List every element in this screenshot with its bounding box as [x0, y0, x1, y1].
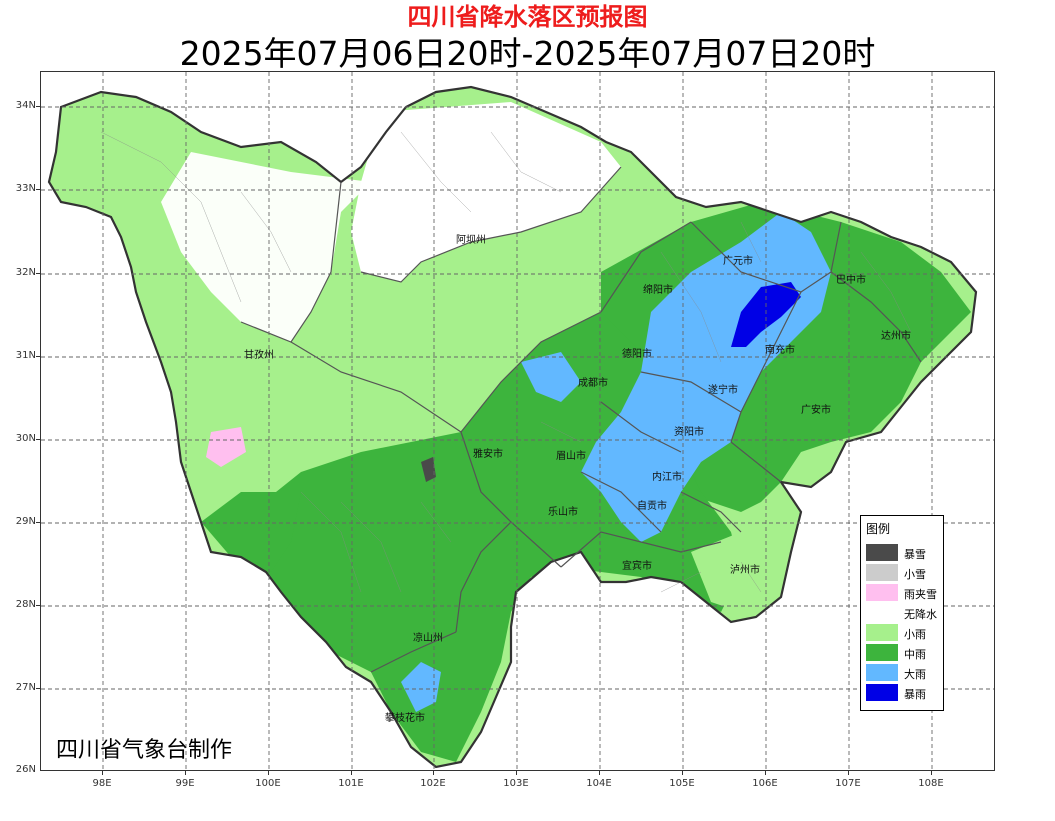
legend-label: 暴雨 [904, 688, 926, 701]
city-label-luzhou: 泸州市 [730, 565, 760, 576]
legend-item: 中雨 [866, 644, 942, 662]
lon-tick-label: 100E [255, 778, 281, 789]
map-legend: 图例 暴雪 小雪 雨夹雪 无降水 小雨 中雨 大雨 暴雨 [860, 515, 944, 711]
legend-label: 大雨 [904, 668, 926, 681]
precipitation-map [41, 72, 994, 770]
lon-tick-mark [682, 771, 683, 775]
city-label-liangshan: 凉山州 [413, 633, 443, 644]
lat-tick-mark [36, 356, 40, 357]
lon-tick-mark [185, 771, 186, 775]
lat-tick-mark [36, 273, 40, 274]
lon-tick-label: 101E [338, 778, 364, 789]
city-label-neijiang: 内江市 [652, 472, 682, 483]
legend-label: 中雨 [904, 648, 926, 661]
city-label-ganzi: 甘孜州 [244, 350, 274, 361]
issuer-credit: 四川省气象台制作 [56, 738, 233, 763]
lat-tick-mark [36, 439, 40, 440]
city-label-guangyuan: 广元市 [723, 256, 753, 267]
lat-tick-label: 26N [15, 764, 36, 775]
city-label-zigong: 自贡市 [637, 501, 667, 512]
legend-label: 雨夹雪 [904, 588, 937, 601]
lat-tick-label: 34N [15, 100, 36, 111]
city-label-yaan: 雅安市 [473, 449, 503, 460]
legend-item: 暴雪 [866, 544, 942, 562]
lon-tick-mark [848, 771, 849, 775]
lat-tick-label: 27N [15, 682, 36, 693]
city-label-dazhou: 达州市 [881, 331, 911, 342]
legend-item: 暴雨 [866, 684, 942, 702]
city-label-deyang: 德阳市 [622, 349, 652, 360]
legend-item: 雨夹雪 [866, 584, 942, 602]
lon-tick-mark [931, 771, 932, 775]
legend-item: 小雪 [866, 564, 942, 582]
lon-tick-label: 108E [918, 778, 944, 789]
lon-tick-label: 105E [669, 778, 695, 789]
lon-tick-label: 98E [92, 778, 112, 789]
city-label-suining: 遂宁市 [708, 385, 738, 396]
lon-tick-label: 106E [752, 778, 778, 789]
lat-tick-mark [36, 522, 40, 523]
city-label-panzhihua: 攀枝花市 [385, 713, 425, 724]
city-label-guangan: 广安市 [801, 405, 831, 416]
lon-tick-mark [516, 771, 517, 775]
city-label-yibin: 宜宾市 [622, 561, 652, 572]
lon-tick-label: 99E [175, 778, 195, 789]
city-label-mianyang: 绵阳市 [643, 285, 673, 296]
map-title: 四川省降水落区预报图 [407, 3, 648, 31]
legend-label: 无降水 [904, 608, 937, 621]
lon-tick-mark [268, 771, 269, 775]
legend-swatch [866, 664, 898, 681]
lon-tick-mark [102, 771, 103, 775]
legend-label: 小雨 [904, 628, 926, 641]
lon-tick-mark [433, 771, 434, 775]
legend-title: 图例 [866, 522, 891, 536]
lat-tick-mark [36, 189, 40, 190]
legend-swatch [866, 604, 898, 621]
city-label-nanchong: 南充市 [765, 345, 795, 356]
lon-tick-mark [765, 771, 766, 775]
lat-tick-label: 31N [15, 350, 36, 361]
legend-item: 小雨 [866, 624, 942, 642]
lon-tick-label: 107E [835, 778, 861, 789]
map-frame [40, 71, 995, 771]
lat-tick-mark [36, 605, 40, 606]
city-label-chengdu: 成都市 [578, 378, 608, 389]
legend-swatch [866, 564, 898, 581]
city-label-leshan: 乐山市 [548, 507, 578, 518]
lon-tick-label: 103E [503, 778, 529, 789]
lon-tick-mark [599, 771, 600, 775]
lat-tick-mark [36, 688, 40, 689]
lon-tick-label: 104E [586, 778, 612, 789]
legend-item: 大雨 [866, 664, 942, 682]
lat-tick-label: 32N [15, 267, 36, 278]
legend-swatch [866, 624, 898, 641]
city-label-meishan: 眉山市 [556, 451, 586, 462]
legend-label: 暴雪 [904, 548, 926, 561]
lat-tick-label: 33N [15, 183, 36, 194]
legend-swatch [866, 644, 898, 661]
legend-swatch [866, 544, 898, 561]
legend-item: 无降水 [866, 604, 942, 622]
lat-tick-label: 28N [15, 599, 36, 610]
lon-tick-mark [351, 771, 352, 775]
lat-tick-label: 29N [15, 516, 36, 527]
legend-swatch [866, 684, 898, 701]
lon-tick-label: 102E [420, 778, 446, 789]
city-label-ziyang: 资阳市 [674, 427, 704, 438]
legend-label: 小雪 [904, 568, 926, 581]
lat-tick-mark [36, 106, 40, 107]
city-label-aba: 阿坝州 [456, 235, 486, 246]
lat-tick-label: 30N [15, 433, 36, 444]
legend-swatch [866, 584, 898, 601]
forecast-period: 2025年07月06日20时-2025年07月07日20时 [179, 34, 876, 73]
city-label-bazhong: 巴中市 [836, 275, 866, 286]
